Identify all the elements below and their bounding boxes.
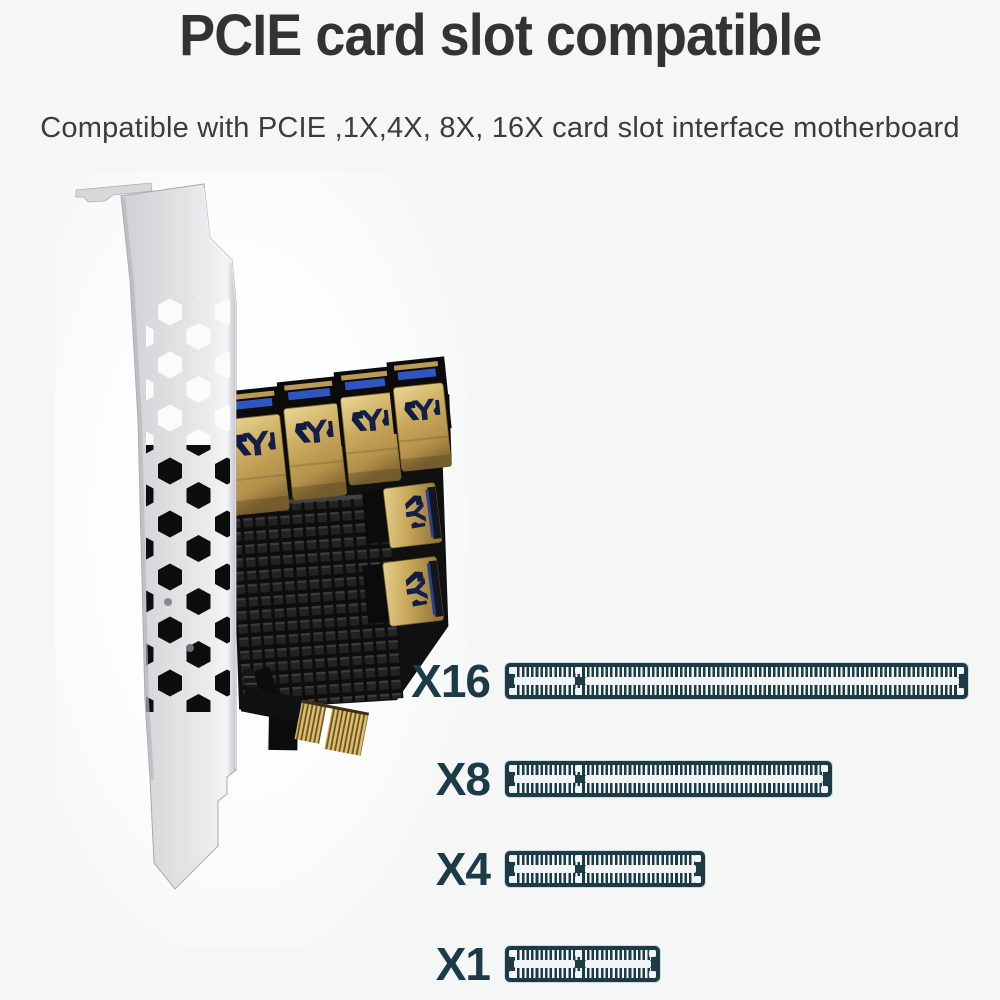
riser-card: [214, 356, 452, 756]
slot-row-x8: X8: [355, 753, 832, 805]
slot-label-x1: X1: [435, 938, 491, 990]
usb-port-4: [386, 356, 452, 472]
pcie-x4-slot-graphic: [505, 851, 705, 887]
usb-port-side-1: [382, 482, 443, 549]
product-photo: [55, 172, 470, 947]
slot-label-x16: X16: [411, 655, 491, 707]
slot-row-x1: X1: [355, 938, 660, 990]
slot-row-x4: X4: [355, 843, 705, 895]
slot-row-x16: X16: [355, 655, 968, 707]
bracket: [75, 182, 237, 890]
bracket-hook: [75, 182, 153, 203]
usb-port-3: [333, 365, 403, 486]
slot-label-x8: X8: [435, 753, 491, 805]
page-title: PCIE card slot compatible: [0, 2, 1000, 69]
bracket-hex-vents: [121, 187, 236, 781]
side-port-base-1: [361, 489, 392, 544]
slot-label-x4: X4: [435, 843, 491, 895]
pcie-x1-slot-graphic: [505, 946, 660, 982]
pcie-x8-slot-graphic: [505, 761, 832, 797]
pcie-edge-connector: [240, 686, 369, 756]
usb-port-2: [276, 375, 348, 501]
usb-port-side-2: [382, 556, 444, 627]
page-subtitle: Compatible with PCIE ,1X,4X, 8X, 16X car…: [40, 112, 960, 144]
page-title-text: PCIE card slot compatible: [178, 3, 822, 68]
pcie-x16-slot-graphic: [505, 663, 968, 699]
